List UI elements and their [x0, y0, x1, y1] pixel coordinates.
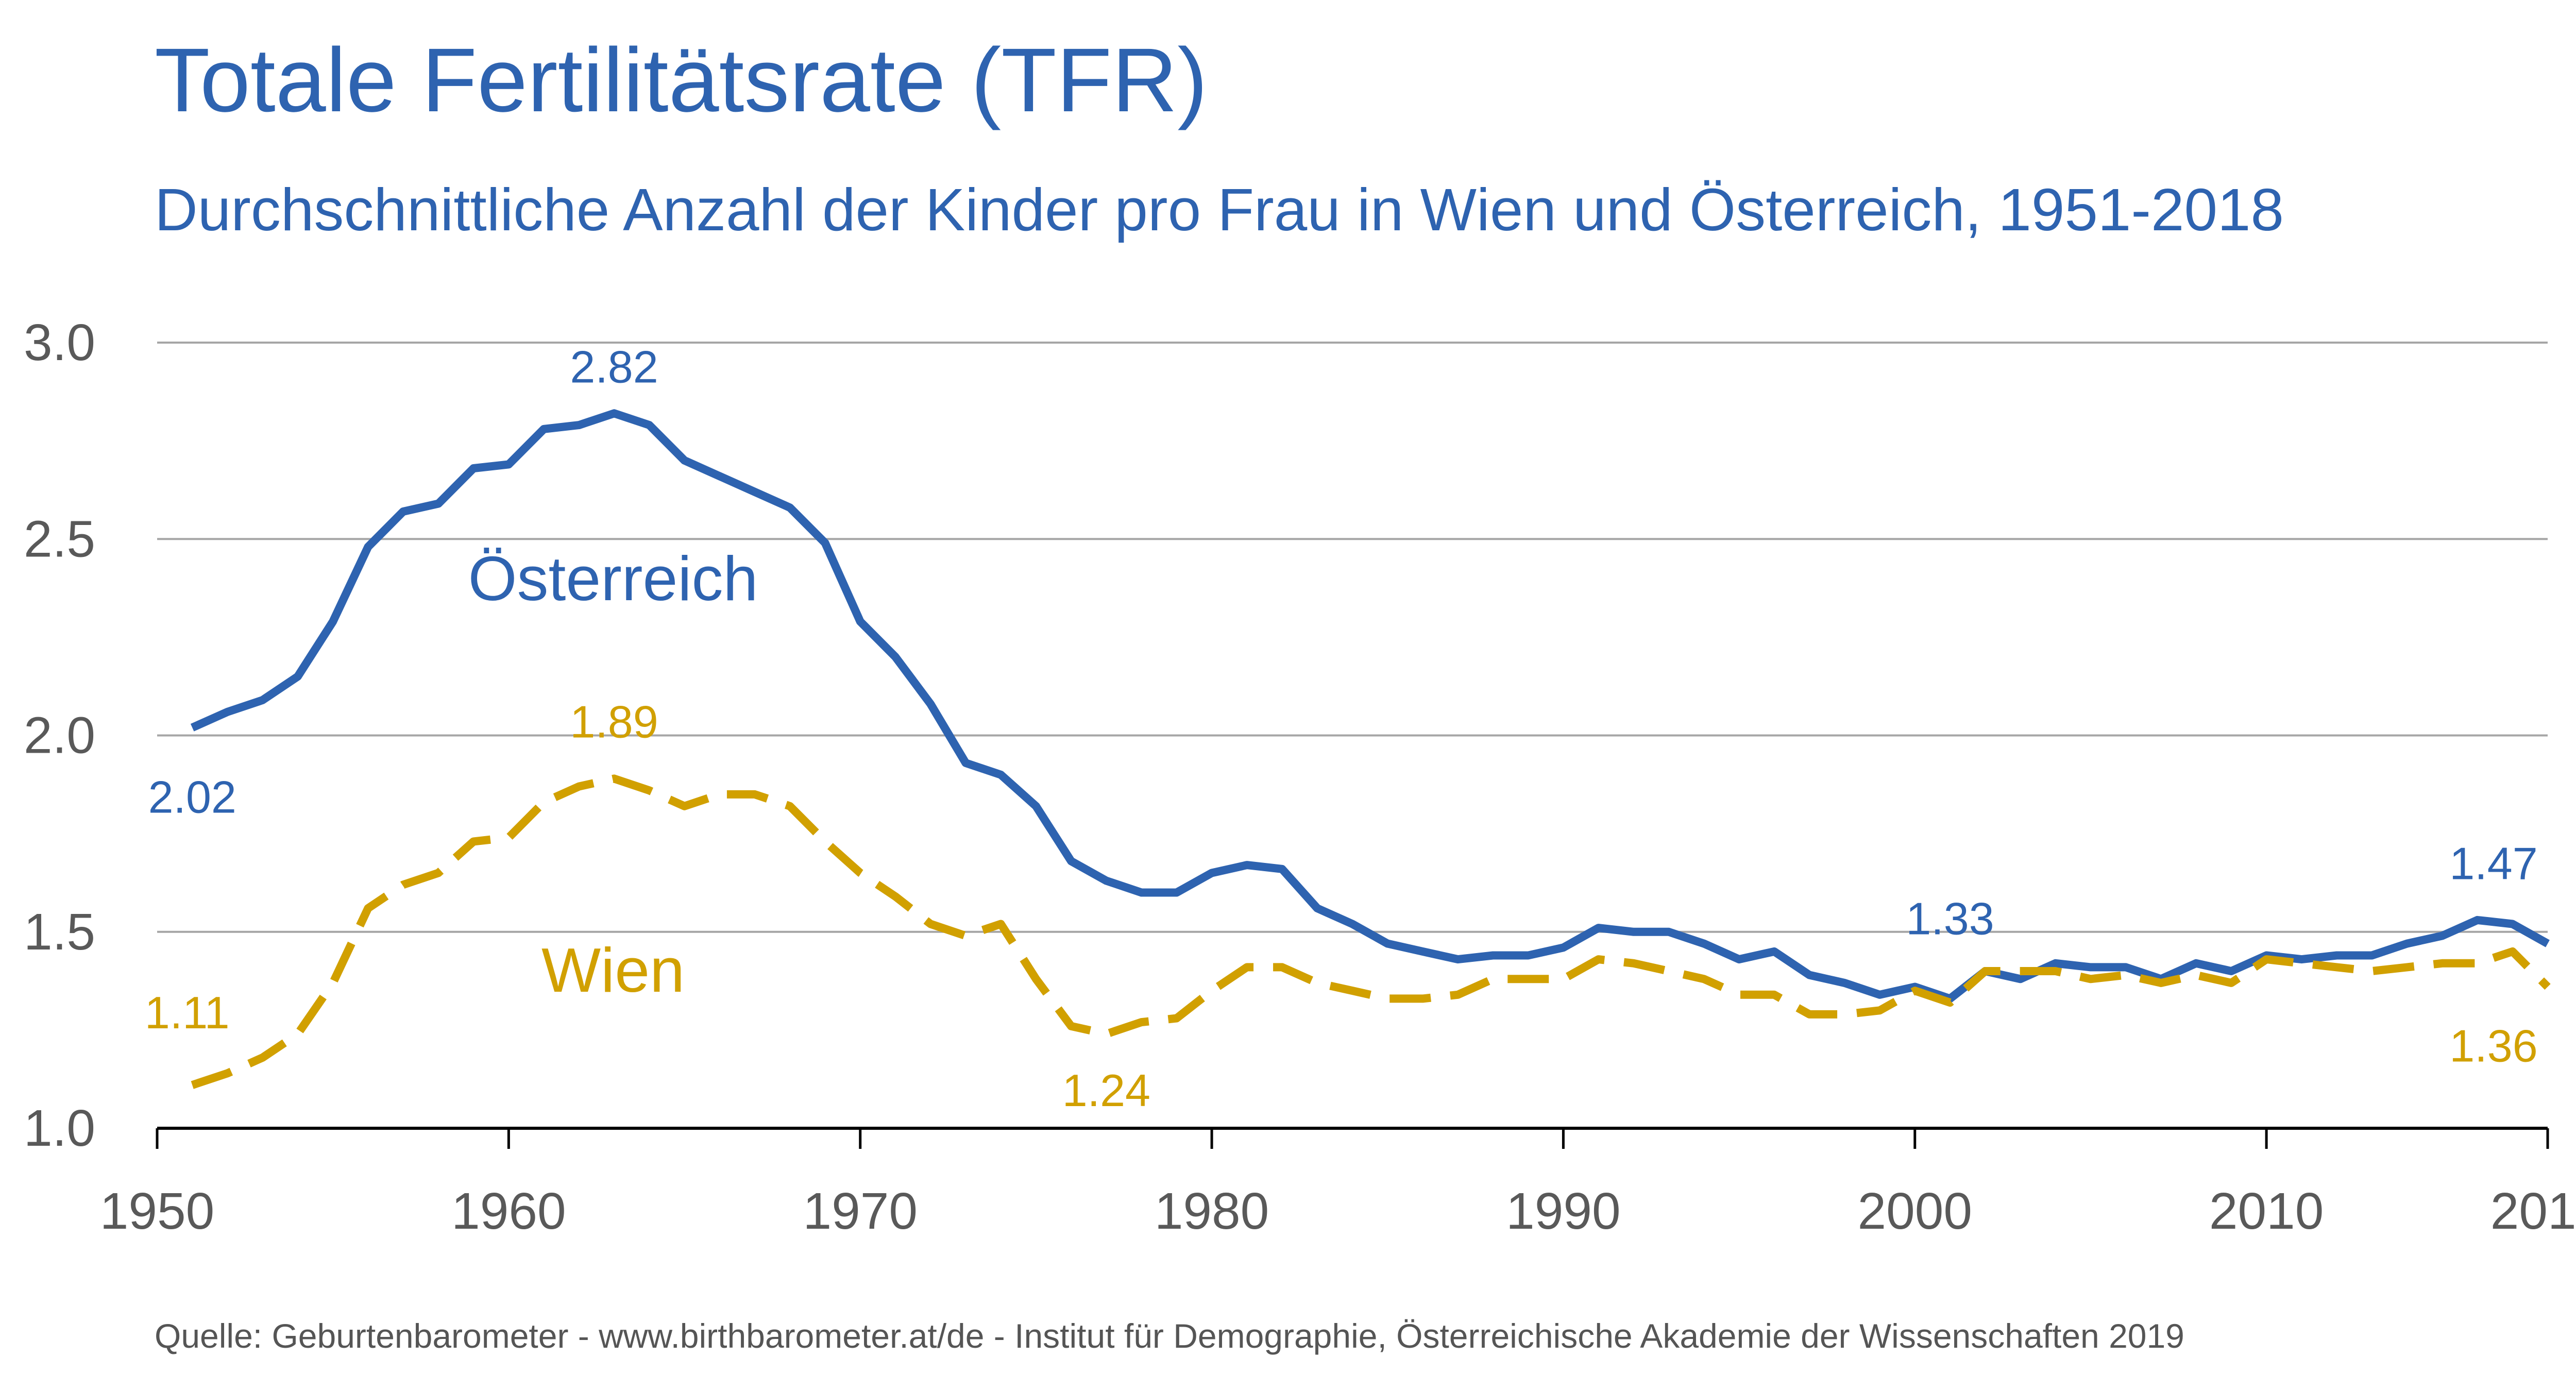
data-label: 2.82	[570, 341, 658, 392]
series-line-wien	[191, 774, 2551, 1089]
series-line-oesterreich	[190, 409, 2550, 1003]
data-label: 1.33	[1906, 893, 1994, 944]
x-tick-label: 2018	[2490, 1182, 2576, 1240]
data-label: 2.02	[148, 771, 236, 822]
x-tick-label: 1960	[451, 1182, 566, 1240]
source-note: Quelle: Geburtenbarometer - www.birthbar…	[155, 1317, 2184, 1355]
x-tick-label: 1970	[803, 1182, 917, 1240]
y-tick-label: 2.0	[24, 707, 95, 765]
data-label: 1.24	[1062, 1065, 1150, 1116]
chart-title: Totale Fertilitätsrate (TFR)	[155, 30, 1208, 131]
series-label-wien: Wien	[541, 935, 685, 1005]
y-axis-ticks: 1.0 1.5 2.0 2.5 3.0	[24, 314, 95, 1157]
y-tick-label: 1.0	[24, 1099, 95, 1157]
x-tick-label: 1950	[100, 1182, 214, 1240]
series-label-oesterreich: Österreich	[468, 544, 758, 614]
x-tick-label: 1990	[1506, 1182, 1620, 1240]
y-tick-label: 1.5	[24, 903, 95, 961]
data-label: 1.36	[2449, 1021, 2537, 1072]
grid-layer	[157, 342, 2548, 1130]
data-labels: 2.82 2.02 1.33 1.47 1.89 1.11 1.24 1.36	[145, 341, 2538, 1116]
x-axis-ticks: 1950 1960 1970 1980 1990 2000 2010 2018	[100, 1128, 2576, 1240]
data-label: 1.11	[145, 987, 230, 1038]
y-tick-label: 2.5	[24, 510, 95, 568]
chart-subtitle: Durchschnittliche Anzahl der Kinder pro …	[155, 176, 2284, 243]
x-tick-label: 2000	[1858, 1182, 1972, 1240]
series-labels: Österreich Wien	[468, 544, 758, 1005]
series-layer	[190, 409, 2551, 1089]
data-label: 1.47	[2449, 838, 2537, 889]
x-tick-label: 1980	[1155, 1182, 1269, 1240]
y-tick-label: 3.0	[24, 314, 95, 371]
x-tick-label: 2010	[2209, 1182, 2324, 1240]
data-label: 1.89	[570, 696, 658, 747]
